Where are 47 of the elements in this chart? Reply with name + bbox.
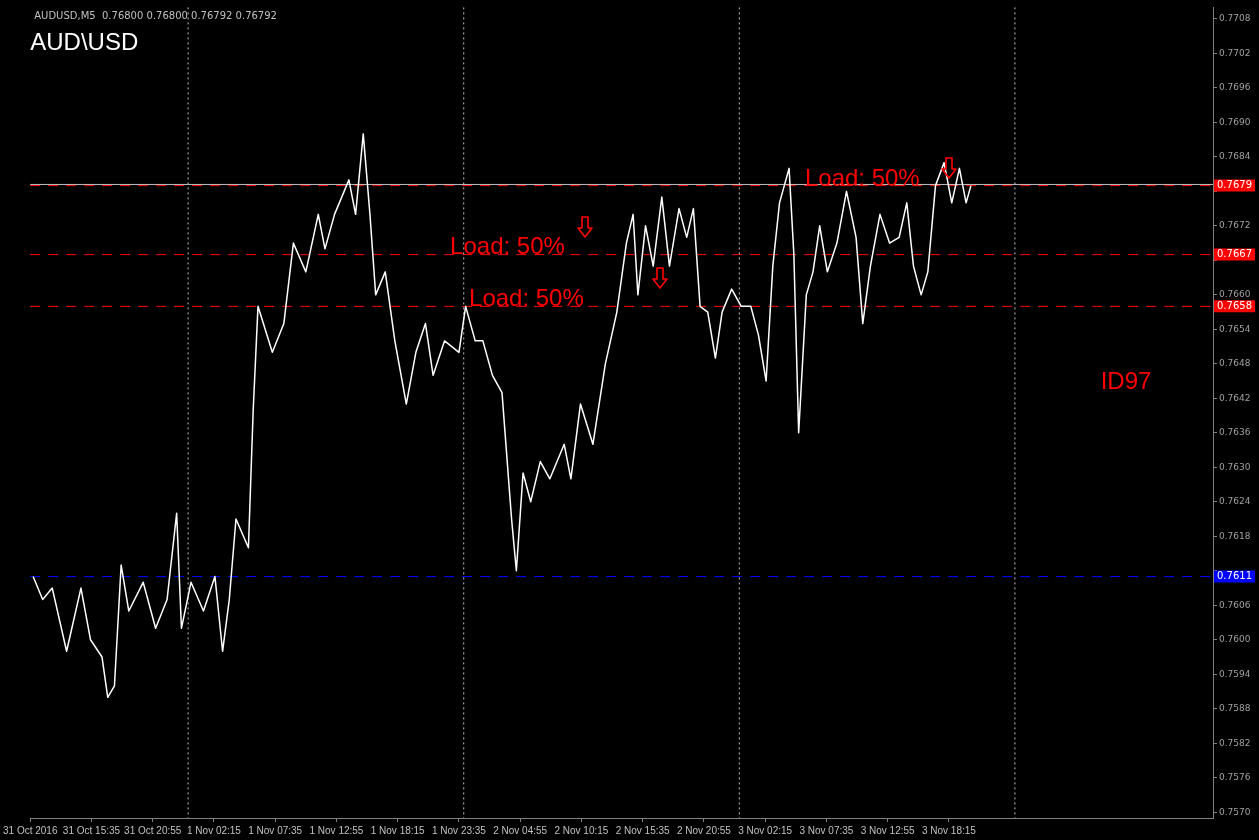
y-tick-label: 0.7582 [1219,737,1251,748]
chart-subtitle: AUDUSD,M5 0.76800 0.76800 0.76792 0.76792 [34,9,277,21]
x-tick-label: 3 Nov 02:15 [738,824,793,836]
x-tick-label: 2 Nov 20:55 [676,824,732,836]
y-tick-label: 0.7690 [1219,116,1251,127]
y-tick-label: 0.7642 [1219,392,1251,403]
ref-line-label: 0.7667 [1217,248,1252,260]
y-tick-label: 0.7624 [1219,496,1251,507]
y-tick-label: 0.7600 [1219,634,1251,645]
x-tick-label: 1 Nov 02:15 [187,824,242,836]
y-tick-label: 0.7630 [1219,461,1251,472]
ref-line-label: 0.7611 [1217,570,1252,582]
y-tick-label: 0.7696 [1219,82,1251,93]
text: AUD\USD [30,28,139,56]
y-tick-label: 0.7684 [1219,151,1251,162]
y-tick-label: 0.7594 [1219,668,1251,679]
x-tick-label: 3 Nov 12:55 [860,824,916,836]
x-tick-label: 1 Nov 12:55 [309,824,364,836]
ref-line-label: 0.7658 [1217,299,1252,311]
y-tick-label: 0.7702 [1219,47,1251,58]
y-tick-label: 0.7708 [1219,13,1251,24]
y-tick-label: 0.7606 [1219,599,1251,610]
annotation: ID97 [1100,366,1152,394]
y-tick-label: 0.7648 [1219,358,1251,369]
y-tick-label: 0.7636 [1219,427,1251,438]
x-tick-label: 1 Nov 07:35 [248,824,303,836]
y-tick-label: 0.7576 [1219,772,1251,783]
x-tick-label: 2 Nov 04:55 [493,824,548,836]
x-tick-label: 3 Nov 18:15 [921,824,977,836]
ref-line-label: 0.7679 [1217,179,1252,191]
x-tick-label: 2 Nov 10:15 [554,824,609,836]
x-tick-label: 31 Oct 2016 [3,824,58,836]
y-tick-label: 0.7618 [1219,530,1251,541]
x-tick-label: 2 Nov 15:35 [615,824,671,836]
annotation: Load: 50% [469,283,584,311]
annotation: Load: 50% [450,231,565,259]
y-tick-label: 0.7654 [1219,323,1251,334]
y-tick-label: 0.7588 [1219,703,1251,714]
x-tick-label: 31 Oct 20:55 [124,824,182,836]
x-tick-label: 1 Nov 23:35 [431,824,487,836]
x-tick-label: 1 Nov 18:15 [370,824,426,836]
y-tick-label: 0.7570 [1219,806,1251,817]
y-tick-label: 0.7672 [1219,220,1251,231]
x-tick-label: 31 Oct 15:35 [62,824,121,836]
y-tick-label: 0.7660 [1219,289,1251,300]
x-tick-label: 3 Nov 07:35 [799,824,854,836]
annotation: Load: 50% [804,163,920,191]
